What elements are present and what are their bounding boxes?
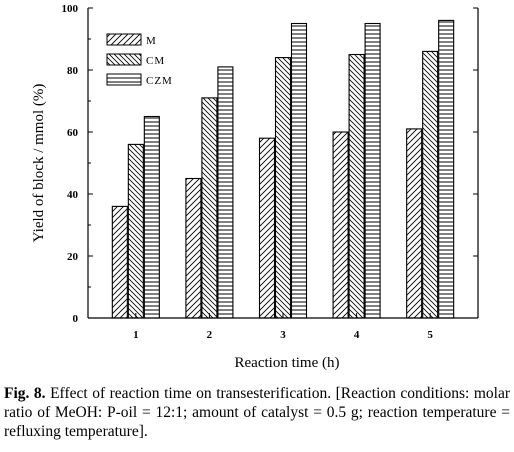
legend-label-m: M xyxy=(146,35,157,47)
y-axis-label: Yield of block / mmol (%) xyxy=(31,84,47,243)
x-tick-label: 5 xyxy=(427,329,433,341)
y-tick-label: 80 xyxy=(67,65,79,77)
y-tick-label: 20 xyxy=(67,251,79,263)
x-tick-label: 4 xyxy=(354,329,360,341)
x-tick-label: 2 xyxy=(207,329,213,341)
y-tick-label: 60 xyxy=(67,127,79,139)
bar-m-4 xyxy=(332,131,349,319)
figure-caption-label: Fig. 8. xyxy=(4,385,46,402)
bar-czm-4 xyxy=(364,22,381,319)
x-tick-label: 1 xyxy=(133,329,139,341)
figure-caption: Fig. 8. Effect of reaction time on trans… xyxy=(4,384,510,441)
bar-m-3 xyxy=(258,137,276,319)
legend-swatch-m xyxy=(106,33,142,46)
bar-m-5 xyxy=(406,128,423,319)
y-tick-label: 100 xyxy=(62,3,79,15)
figure-caption-text: Effect of reaction time on transesterifi… xyxy=(4,385,510,440)
bar-m-2 xyxy=(185,177,202,319)
bar-czm-2 xyxy=(217,66,234,319)
bar-cm-4 xyxy=(348,53,365,319)
legend-swatch-czm xyxy=(106,73,142,86)
bar-cm-2 xyxy=(201,97,218,319)
bar-czm-1 xyxy=(143,115,160,319)
y-tick-label: 0 xyxy=(73,313,79,325)
legend-label-czm: CZM xyxy=(146,75,173,87)
bar-cm-5 xyxy=(422,50,439,319)
bar-m-1 xyxy=(111,205,128,319)
x-axis-label: Reaction time (h) xyxy=(235,355,340,371)
bar-cm-3 xyxy=(274,57,292,319)
legend-swatch-cm xyxy=(106,53,142,66)
bar-cm-1 xyxy=(127,143,144,319)
bar-czm-3 xyxy=(290,22,308,319)
bar-czm-5 xyxy=(438,19,455,319)
legend-label-cm: CM xyxy=(146,55,165,67)
bar-chart: 0 20 40 60 80 100 1 2 3 4 5 M CM CZM Reaction time (h)… xyxy=(31,3,479,371)
x-tick-label: 3 xyxy=(280,329,286,341)
y-tick-label: 40 xyxy=(67,189,79,201)
